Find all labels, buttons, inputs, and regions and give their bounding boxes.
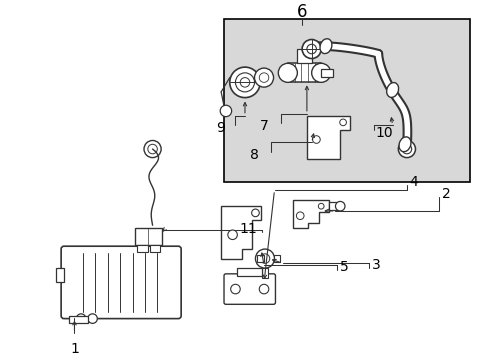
Circle shape [259, 284, 268, 294]
Circle shape [401, 144, 411, 154]
Polygon shape [292, 199, 328, 228]
Text: 7: 7 [260, 119, 268, 133]
Circle shape [143, 140, 161, 158]
Bar [135, 228, 162, 245]
Text: 8: 8 [250, 148, 259, 162]
Bar [262, 268, 267, 278]
Circle shape [306, 44, 316, 54]
Text: 5: 5 [340, 260, 348, 274]
Polygon shape [306, 116, 349, 158]
Circle shape [147, 144, 157, 154]
Bar [69, 316, 88, 323]
Text: 3: 3 [371, 258, 380, 272]
FancyBboxPatch shape [224, 274, 275, 304]
Circle shape [260, 254, 269, 264]
Circle shape [335, 202, 345, 211]
Circle shape [302, 40, 321, 59]
Ellipse shape [398, 137, 410, 152]
Ellipse shape [319, 39, 331, 54]
Circle shape [278, 63, 297, 82]
Circle shape [229, 67, 260, 98]
Circle shape [227, 230, 237, 239]
Text: 11: 11 [239, 222, 257, 236]
Circle shape [398, 140, 415, 158]
Text: 6: 6 [296, 3, 307, 21]
Bar [287, 63, 321, 82]
Circle shape [76, 314, 86, 323]
FancyBboxPatch shape [61, 246, 181, 319]
Circle shape [251, 209, 259, 217]
Bar [273, 255, 280, 262]
Text: 1: 1 [70, 342, 79, 356]
Circle shape [254, 68, 273, 87]
Circle shape [88, 314, 97, 323]
Circle shape [259, 73, 268, 82]
Bar [149, 245, 160, 252]
Bar [321, 69, 332, 77]
Circle shape [318, 203, 324, 209]
Circle shape [230, 284, 240, 294]
Circle shape [255, 249, 274, 268]
Circle shape [311, 63, 330, 82]
Ellipse shape [386, 82, 398, 98]
Circle shape [235, 73, 254, 92]
Bar [297, 49, 311, 63]
Bar [328, 202, 340, 210]
Circle shape [240, 78, 249, 87]
Text: 9: 9 [216, 121, 224, 135]
Circle shape [339, 119, 346, 126]
Bar [257, 255, 264, 262]
Polygon shape [221, 206, 261, 258]
Text: 10: 10 [375, 126, 392, 140]
Bar [237, 268, 262, 276]
Circle shape [296, 212, 304, 220]
Circle shape [312, 136, 320, 143]
Circle shape [220, 105, 231, 117]
Bar [137, 245, 147, 252]
Text: 4: 4 [409, 175, 418, 189]
Bar [56, 268, 64, 282]
Text: 2: 2 [441, 187, 450, 201]
Bar [223, 19, 469, 183]
